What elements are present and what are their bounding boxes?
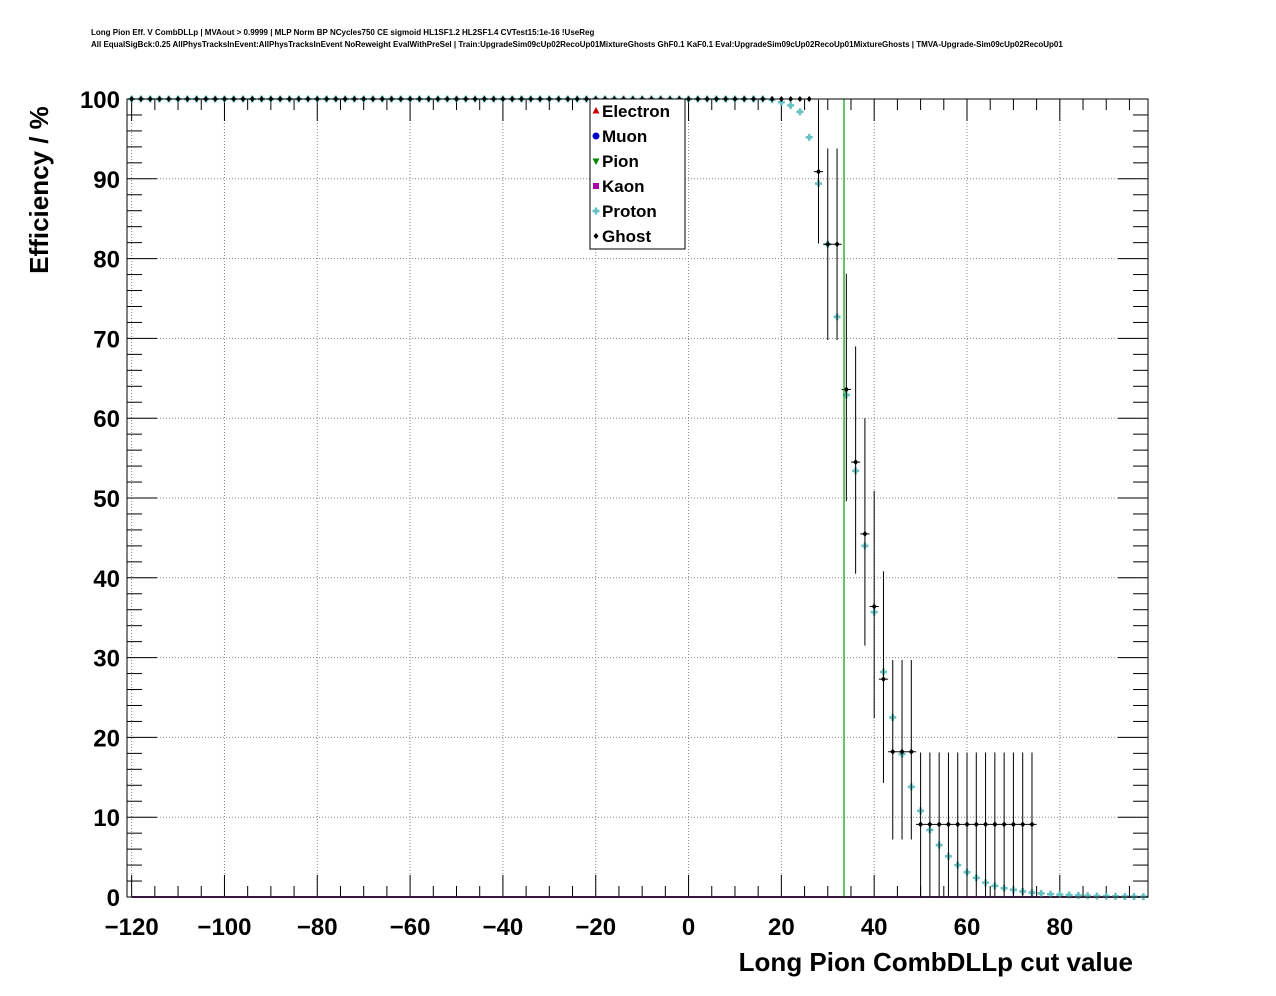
- legend-entry-proton: Proton: [592, 202, 657, 221]
- proton-point: [777, 98, 785, 106]
- ghost-point: [962, 752, 972, 897]
- y-tick-label: 50: [93, 486, 120, 513]
- legend-box: [589, 98, 686, 250]
- x-tick-label: 20: [768, 914, 795, 941]
- proton-point: [1112, 892, 1120, 900]
- ghost-point: [906, 659, 916, 840]
- x-tick-label: −80: [297, 914, 338, 941]
- x-tick-label: 40: [861, 914, 888, 941]
- legend-label-kaon: Kaon: [602, 177, 645, 196]
- ghost-point: [869, 490, 879, 719]
- proton-point: [787, 101, 795, 109]
- y-tick-label: 20: [93, 725, 120, 752]
- legend-entry-electron: Electron: [592, 102, 670, 121]
- y-tick-label: 10: [93, 805, 120, 832]
- chart-title-line-2: All EqualSigBck:0.25 AllPhysTracksInEven…: [91, 40, 1063, 49]
- y-tick-label: 100: [80, 87, 120, 114]
- ghost-point: [999, 752, 1009, 897]
- axes: −120 −100 −80 −60 −40 −20 0 20 40 60 80 0 10 20 30 40 50…: [80, 87, 1148, 941]
- ghost-point: [850, 346, 861, 574]
- legend-entry-muon: Muon: [592, 127, 647, 146]
- legend-marker-muon: [592, 132, 600, 140]
- y-tick-label: 60: [93, 406, 120, 433]
- y-tick-label: 0: [107, 885, 120, 912]
- x-tick-label: 0: [682, 914, 695, 941]
- proton-point: [1056, 891, 1064, 899]
- x-tick-label: 80: [1046, 914, 1073, 941]
- ghost-point: [990, 752, 1000, 897]
- proton-point: [805, 133, 813, 141]
- proton-point: [1037, 889, 1045, 897]
- proton-point: [1047, 890, 1055, 898]
- ghost-point: [943, 752, 954, 897]
- x-axis-title: Long Pion CombDLLp cut value: [739, 947, 1133, 977]
- x-tick-label: −100: [197, 914, 251, 941]
- ghost-point: [878, 571, 889, 783]
- legend-label-pion: Pion: [602, 152, 639, 171]
- y-tick-label: 80: [93, 247, 120, 274]
- y-tick-label: 90: [93, 167, 120, 194]
- legend-label-muon: Muon: [602, 127, 647, 146]
- ghost-point: [925, 752, 935, 897]
- ghost-point: [1008, 752, 1019, 897]
- proton-point: [1093, 892, 1101, 900]
- legend-marker-electron: [592, 107, 600, 114]
- legend: Electron Muon Pion Kaon Proton Ghost: [589, 98, 686, 250]
- legend-marker-kaon: [593, 183, 599, 189]
- ghost-point: [832, 148, 842, 340]
- proton-point: [1074, 891, 1082, 899]
- legend-label-electron: Electron: [602, 102, 670, 121]
- legend-entry-pion: Pion: [592, 152, 639, 171]
- ghost-point: [934, 752, 944, 897]
- x-tick-label: 60: [954, 914, 981, 941]
- x-tick-label: −120: [105, 914, 159, 941]
- legend-marker-pion: [592, 158, 600, 165]
- ghost-point: [953, 752, 963, 897]
- legend-entry-ghost: Ghost: [593, 227, 651, 246]
- y-tick-label: 30: [93, 646, 120, 673]
- ghost-point: [888, 659, 898, 840]
- legend-marker-ghost: [593, 233, 599, 239]
- proton-point: [1102, 892, 1110, 900]
- ghost-point: [980, 752, 991, 897]
- x-tick-label: −20: [575, 914, 616, 941]
- proton-point: [1084, 892, 1092, 900]
- ghost-point: [813, 99, 824, 244]
- ghost-point: [915, 752, 926, 897]
- x-tick-label: −40: [483, 914, 524, 941]
- y-tick-label: 70: [93, 326, 120, 353]
- chart-title-line-1: Long Pion Eff. V CombDLLp | MVAout > 0.9…: [91, 28, 595, 37]
- legend-entry-kaon: Kaon: [593, 177, 645, 196]
- ghost-point: [841, 273, 851, 502]
- x-tick-label: −60: [390, 914, 431, 941]
- y-axis-title: Efficiency / %: [24, 106, 54, 274]
- ghost-point: [860, 418, 870, 646]
- ghost-point: [1027, 752, 1037, 897]
- proton-point: [796, 108, 804, 116]
- proton-point: [1065, 891, 1073, 899]
- legend-marker-proton: [592, 207, 600, 215]
- ghost-point: [971, 752, 981, 897]
- y-tick-label: 40: [93, 566, 120, 593]
- ghost-point: [823, 148, 833, 340]
- legend-label-ghost: Ghost: [602, 227, 651, 246]
- ghost-point: [897, 659, 907, 840]
- ghost-point: [1018, 752, 1028, 897]
- legend-label-proton: Proton: [602, 202, 657, 221]
